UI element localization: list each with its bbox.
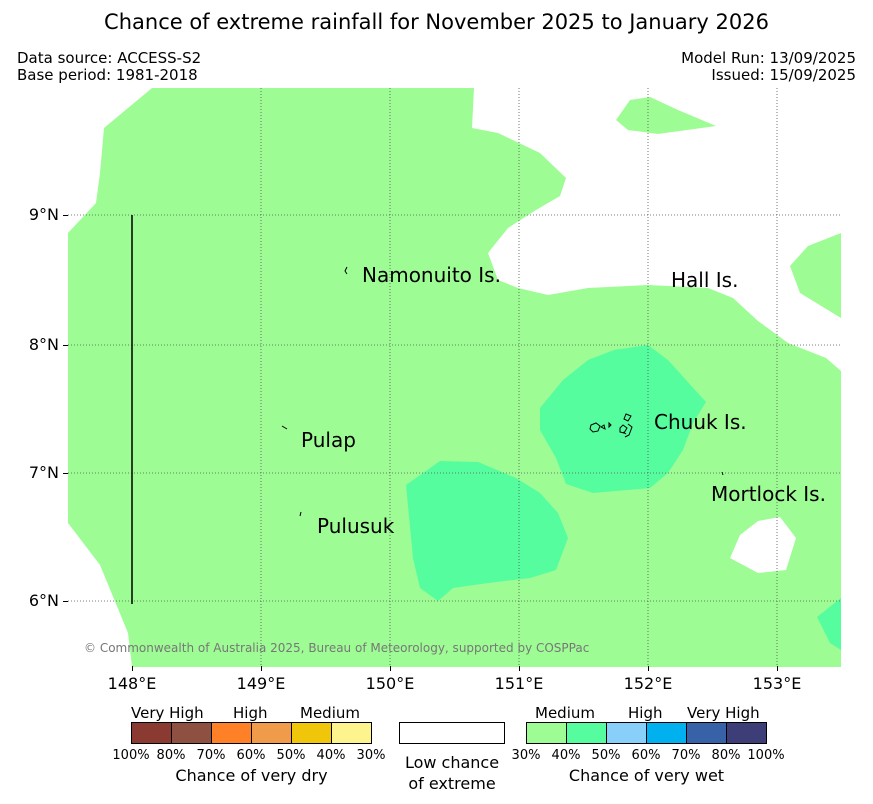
rainfall-map[interactable] xyxy=(68,88,841,667)
place-label-namonuito: Namonuito Is. xyxy=(362,263,501,287)
copyright-notice: © Commonwealth of Australia 2025, Bureau… xyxy=(84,641,590,655)
wet-tick: 60% xyxy=(631,748,661,763)
lon-label-149e: 149°E xyxy=(236,674,286,693)
island-outlines xyxy=(281,266,724,517)
wet-swatch xyxy=(566,723,606,743)
wet-legend-caption: Chance of very wet xyxy=(568,766,725,785)
wet-tick: 40% xyxy=(551,748,581,763)
wet-tick: 100% xyxy=(747,748,785,763)
medium-wet-region xyxy=(616,97,716,134)
lon-label-150e: 150°E xyxy=(365,674,415,693)
base-period: Base period: 1981-2018 xyxy=(17,66,198,84)
lon-tick xyxy=(519,666,520,671)
wet-tick: 70% xyxy=(671,748,701,763)
wet-swatch xyxy=(527,723,566,743)
place-label-mortlock: Mortlock Is. xyxy=(711,482,826,506)
dry-category-very-high: Very High xyxy=(131,704,204,722)
metadata-left: Data source: ACCESS-S2 Base period: 1981… xyxy=(17,50,201,84)
wet-tick: 30% xyxy=(511,748,541,763)
lon-label-148e: 148°E xyxy=(107,674,157,693)
metadata-right: Model Run: 13/09/2025 Issued: 15/09/2025 xyxy=(681,50,856,84)
dry-swatch xyxy=(132,723,171,743)
issued-date: Issued: 15/09/2025 xyxy=(711,66,856,84)
wet-category-high: High xyxy=(628,704,663,722)
lon-tick xyxy=(648,666,649,671)
lat-tick xyxy=(63,601,68,602)
wet-colorbar xyxy=(526,722,767,744)
lat-tick xyxy=(63,345,68,346)
lat-label-6n: 6°N xyxy=(28,591,59,610)
low-chance-caption: Low chance of extreme xyxy=(390,752,514,794)
lat-tick xyxy=(63,473,68,474)
dry-swatch xyxy=(331,723,371,743)
dry-colorbar xyxy=(131,722,372,744)
medium-wet-region-40 xyxy=(540,345,706,493)
lon-label-151e: 151°E xyxy=(494,674,544,693)
wet-swatch xyxy=(726,723,766,743)
island-pulap xyxy=(281,425,288,430)
map-title: Chance of extreme rainfall for November … xyxy=(104,10,769,34)
place-label-pulap: Pulap xyxy=(301,428,356,452)
place-label-hall: Hall Is. xyxy=(671,268,739,292)
wet-category-very-high: Very High xyxy=(687,704,760,722)
dry-tick: 50% xyxy=(276,748,306,763)
low-chance-region xyxy=(68,523,132,667)
island-pulusuk xyxy=(299,511,302,517)
dry-category-medium: Medium xyxy=(300,704,360,722)
island-namonuito xyxy=(344,266,348,275)
low-chance-caption-line2: of extreme xyxy=(408,774,496,793)
wet-tick: 50% xyxy=(591,748,621,763)
lon-label-152e: 152°E xyxy=(623,674,673,693)
lat-tick xyxy=(63,215,68,216)
dry-swatch xyxy=(291,723,331,743)
dry-tick: 80% xyxy=(156,748,186,763)
low-chance-region xyxy=(472,88,841,371)
low-chance-swatch xyxy=(399,722,505,744)
dry-tick: 60% xyxy=(236,748,266,763)
dry-category-high: High xyxy=(233,704,268,722)
dry-swatch xyxy=(211,723,251,743)
medium-wet-region-40 xyxy=(817,598,841,650)
lon-tick xyxy=(390,666,391,671)
lon-tick xyxy=(132,666,133,671)
dry-swatch xyxy=(251,723,291,743)
wet-swatch xyxy=(606,723,646,743)
dry-tick: 70% xyxy=(196,748,226,763)
lat-label-7n: 7°N xyxy=(28,463,59,482)
island-chuuk xyxy=(589,413,633,438)
medium-wet-region-40 xyxy=(406,461,568,601)
graticule xyxy=(68,88,841,667)
wet-swatch xyxy=(646,723,686,743)
dry-tick: 30% xyxy=(356,748,386,763)
lat-label-9n: 9°N xyxy=(28,205,59,224)
wet-category-medium: Medium xyxy=(535,704,595,722)
lon-label-153e: 153°E xyxy=(752,674,802,693)
low-chance-caption-line1: Low chance xyxy=(404,753,500,772)
place-label-pulusuk: Pulusuk xyxy=(317,514,395,538)
dry-legend-caption: Chance of very dry xyxy=(175,766,328,785)
wet-tick: 80% xyxy=(711,748,741,763)
dry-swatch xyxy=(171,723,211,743)
model-run: Model Run: 13/09/2025 xyxy=(681,49,856,67)
data-source: Data source: ACCESS-S2 xyxy=(17,49,202,67)
dry-tick: 40% xyxy=(316,748,346,763)
wet-swatch xyxy=(686,723,726,743)
island-mortlock xyxy=(721,471,724,476)
place-label-chuuk: Chuuk Is. xyxy=(654,410,747,434)
low-chance-region xyxy=(730,517,796,573)
lat-label-8n: 8°N xyxy=(28,335,59,354)
low-chance-region xyxy=(68,88,152,233)
lon-tick xyxy=(261,666,262,671)
lon-tick xyxy=(777,666,778,671)
dry-tick: 100% xyxy=(112,748,150,763)
